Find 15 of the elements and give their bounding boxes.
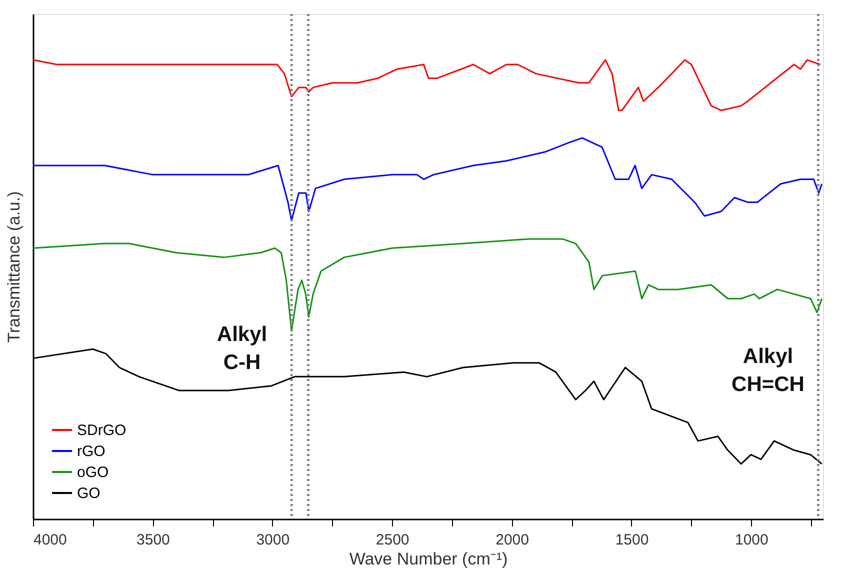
x-tick-label: 4000 <box>34 532 67 548</box>
x-tick-label: 2000 <box>496 532 529 548</box>
legend-label: oGO <box>77 464 109 481</box>
x-axis-title: Wave Number (cm⁻¹) <box>349 550 508 568</box>
x-tick-label: 1000 <box>734 532 768 548</box>
annotation: Alkyl CH=CH <box>732 345 804 396</box>
x-tick-label: 2500 <box>376 532 410 548</box>
x-tick-label: 3500 <box>136 532 170 548</box>
annotation: Alkyl C-H <box>216 323 268 374</box>
legend-label: GO <box>77 485 100 502</box>
y-axis-title: Transmittance (a.u.) <box>4 191 24 343</box>
legend-label: SDrGO <box>77 422 126 439</box>
x-tick-label: 3000 <box>256 532 290 548</box>
legend-label: rGO <box>77 443 106 460</box>
x-tick-label: 1500 <box>615 532 649 548</box>
